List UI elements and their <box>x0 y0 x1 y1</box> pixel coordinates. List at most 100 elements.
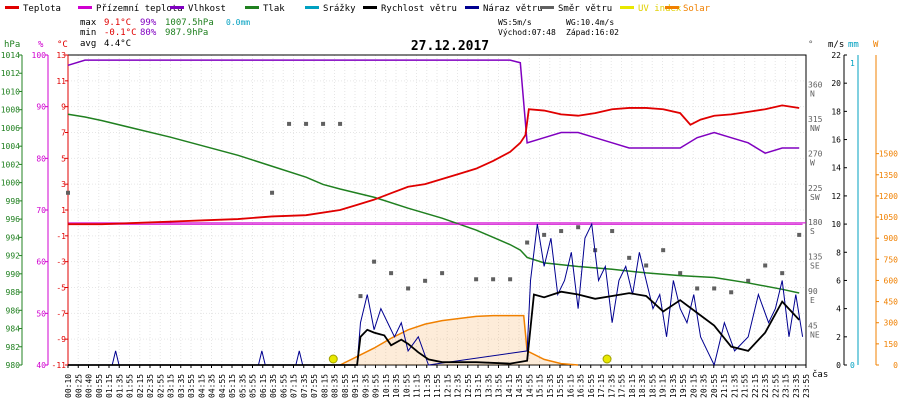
x-tick-label: 21:55 <box>741 374 750 398</box>
axis-tick-label-pct: 100 <box>32 51 47 60</box>
x-tick-label: 05:35 <box>238 374 247 398</box>
series-point-wind-direction <box>542 232 547 237</box>
x-tick-label: 03:55 <box>187 374 196 398</box>
x-tick-label: 00:55 <box>95 374 104 398</box>
legend-swatch <box>245 6 259 9</box>
legend-label: Rychlost větru <box>381 4 457 14</box>
plot-area <box>66 59 804 367</box>
dir-compass-label: SW <box>810 193 820 202</box>
x-tick-label: 15:35 <box>546 374 555 398</box>
legend-label: Náraz větru <box>483 4 543 14</box>
series-point-wind-direction <box>661 248 666 253</box>
x-tick-label: 02:55 <box>156 374 165 398</box>
legend-swatch <box>620 6 634 9</box>
axis-tick-label-hpa: 1014 <box>1 51 20 60</box>
x-tick-label: 16:55 <box>587 374 596 398</box>
axis-tick-label-w: 1500 <box>879 150 898 159</box>
x-tick-label: 19:55 <box>679 374 688 398</box>
x-tick-label: 20:55 <box>710 374 719 398</box>
series-point-wind-direction <box>372 259 377 264</box>
legend-label: Teplota <box>23 4 61 14</box>
axis-tick-label-ms: 4 <box>836 305 841 314</box>
series-point-wind-direction <box>576 225 581 230</box>
axis-tick-label-degc: -11 <box>52 361 67 370</box>
x-tick-label: 22:35 <box>761 374 770 398</box>
x-tick-label: 00:40 <box>85 374 94 398</box>
series-area-solar <box>340 315 579 365</box>
x-tick-label: 12:35 <box>454 374 463 398</box>
series-point-wind-direction <box>559 229 564 234</box>
axis-tick-label-degc: 3 <box>61 180 66 189</box>
x-tick-label: 23:55 <box>802 374 811 398</box>
x-tick-label: 23:15 <box>782 374 791 398</box>
series-point-wind-direction <box>610 229 615 234</box>
axis-tick-label-w: 300 <box>884 319 899 328</box>
x-axis: 00:10 00:25 00:40 00:55 01:15 01:35 01:55 02:15… <box>64 365 828 398</box>
axis-tick-label-w: 1200 <box>879 192 898 201</box>
series-line-temperature <box>68 104 800 226</box>
axis-tick-label-ms: 0 <box>836 361 841 370</box>
stat-min-press: 987.9hPa <box>165 28 208 38</box>
stat-wg: WG:10.4m/s <box>566 18 614 27</box>
axis-tick-label-ms: 2 <box>836 333 841 342</box>
x-tick-label: 12:55 <box>464 374 473 398</box>
axis-tick-label-hpa: 982 <box>6 343 21 352</box>
legend-label: Přízemní teplota <box>96 4 183 14</box>
axis-tick-label-hpa: 990 <box>6 270 21 279</box>
x-tick-label: 05:15 <box>228 374 237 398</box>
series-point-wind-direction <box>678 271 683 276</box>
axis-tick-label-degc: -7 <box>56 309 66 318</box>
x-tick-label: 06:55 <box>279 374 288 398</box>
x-tick-label: 02:35 <box>146 374 155 398</box>
chart-title: 27.12.2017 <box>411 39 489 54</box>
dir-compass-label: NW <box>810 124 820 133</box>
x-tick-label: 01:15 <box>105 374 114 398</box>
axis-tick-label-hpa: 980 <box>6 361 21 370</box>
axis-tick-label-w: 1350 <box>879 171 898 180</box>
x-tick-label: 13:15 <box>474 374 483 398</box>
axis-tick-label-hpa: 996 <box>6 215 21 224</box>
series-point-wind-direction <box>627 255 632 260</box>
axis-tick-label-degc: 7 <box>61 129 66 138</box>
x-tick-label: 11:15 <box>413 374 422 398</box>
axis-label-mm: mm <box>848 40 859 50</box>
axis-tick-label-degc: -1 <box>56 232 66 241</box>
series-point-wind-direction <box>66 190 70 195</box>
axis-tick-label-ms: 12 <box>831 192 841 201</box>
axis-tick-label-w: 900 <box>884 234 899 243</box>
legend-swatch <box>305 6 319 9</box>
x-tick-label: 16:35 <box>577 374 586 398</box>
x-tick-label: 05:55 <box>249 374 258 398</box>
x-tick-label: 11:35 <box>423 374 432 398</box>
series-line-humidity <box>67 59 800 154</box>
series-point-wind-direction <box>491 277 496 282</box>
axis-tick-label-w: 1050 <box>879 213 898 222</box>
x-tick-label: 00:25 <box>74 374 83 398</box>
series-point-wind-direction <box>763 263 768 268</box>
axis-tick-label-w: 600 <box>884 276 899 285</box>
legend-swatch <box>540 6 554 9</box>
stat-sunset: Západ:16:02 <box>566 28 619 37</box>
dir-compass-label: S <box>810 227 815 236</box>
x-tick-label: 06:15 <box>259 374 268 398</box>
x-tick-label: 03:35 <box>177 374 186 398</box>
dir-compass-label: SE <box>810 262 820 271</box>
axis-tick-label-w: 150 <box>884 340 899 349</box>
axis-tick-label-ms: 20 <box>831 79 841 88</box>
series-point-wind-direction <box>358 294 363 299</box>
series-point-wind-direction <box>321 121 326 126</box>
legend-swatch <box>5 6 19 9</box>
x-tick-label: 04:15 <box>197 374 206 398</box>
x-tick-label: 16:15 <box>566 374 575 398</box>
axis-label-w: W <box>873 40 879 50</box>
legend-label: Vlhkost <box>188 4 226 14</box>
series-point-wind-direction <box>474 277 479 282</box>
stat-max-label: max <box>80 18 97 28</box>
axis-tick-label-w: 750 <box>884 255 899 264</box>
axis-tick-label-hpa: 986 <box>6 306 21 315</box>
x-tick-label: 14:15 <box>505 374 514 398</box>
x-tick-label: 02:15 <box>136 374 145 398</box>
axis-tick-label-degc: -5 <box>56 284 66 293</box>
x-tick-label: 09:35 <box>361 374 370 398</box>
series-point-wind-direction <box>389 271 394 276</box>
